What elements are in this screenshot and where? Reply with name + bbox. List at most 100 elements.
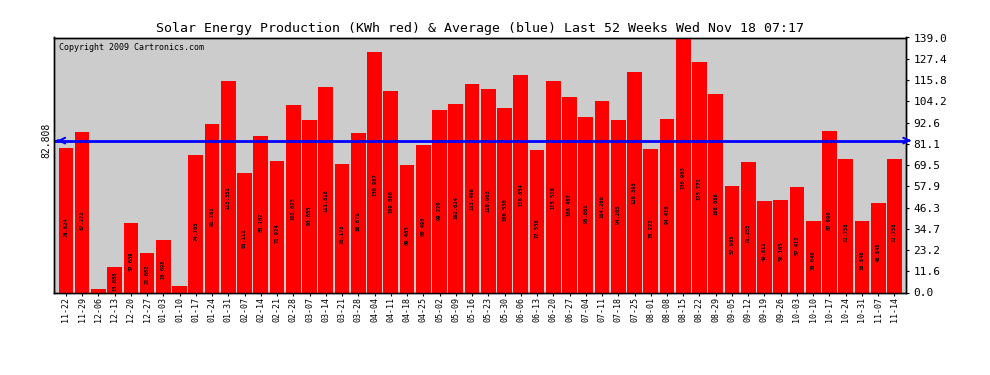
Text: 72.758: 72.758 [892,223,897,242]
Bar [367,52,382,292]
Bar [221,81,236,292]
Bar [562,97,577,292]
Text: 86.671: 86.671 [355,211,360,231]
Bar [595,101,609,292]
Text: 38.846: 38.846 [811,251,816,270]
Bar [107,267,122,292]
Bar [578,117,593,292]
Bar [448,104,463,292]
Bar [530,150,544,292]
Bar [497,108,512,292]
Bar [790,187,804,292]
Bar [741,162,755,292]
Text: 71.924: 71.924 [274,224,279,243]
Text: 48.845: 48.845 [876,242,881,262]
Text: 49.811: 49.811 [762,242,767,261]
Bar [871,203,885,292]
Text: 38.846: 38.846 [859,251,864,270]
Bar [269,160,284,292]
Bar [887,159,902,292]
Text: 109.860: 109.860 [388,190,393,213]
Text: 94.205: 94.205 [616,205,621,225]
Text: 104.260: 104.260 [600,195,605,218]
Bar [806,221,821,292]
Text: 111.818: 111.818 [324,189,329,211]
Text: 93.885: 93.885 [307,205,312,225]
Bar [58,148,73,292]
Bar [692,62,707,292]
Bar [286,105,301,292]
Bar [383,91,398,292]
Text: 91.761: 91.761 [210,207,215,226]
Title: Solar Energy Production (KWh red) & Average (blue) Last 52 Weeks Wed Nov 18 07:1: Solar Energy Production (KWh red) & Aver… [156,22,804,35]
Text: 99.220: 99.220 [437,201,442,220]
Text: 125.771: 125.771 [697,177,702,200]
Text: 77.538: 77.538 [535,219,540,238]
Text: Copyright 2009 Cartronics.com: Copyright 2009 Cartronics.com [58,43,204,52]
Text: 13.888: 13.888 [112,271,117,291]
Bar [140,253,154,292]
Bar [91,290,106,292]
Bar [205,124,220,292]
Text: 120.395: 120.395 [632,182,637,204]
Text: 95.861: 95.861 [583,204,588,223]
Text: 71.255: 71.255 [745,224,750,243]
Bar [659,119,674,292]
Bar [545,81,560,292]
Text: 115.351: 115.351 [226,186,231,209]
Bar [709,94,723,292]
Bar [319,87,333,292]
Bar [725,186,740,292]
Text: 57.985: 57.985 [730,235,735,254]
Text: 130.987: 130.987 [372,173,377,196]
Bar [253,136,268,292]
Bar [433,111,446,292]
Text: 118.654: 118.654 [519,183,524,206]
Bar [188,156,203,292]
Text: 37.639: 37.639 [129,252,134,271]
Text: 138.963: 138.963 [681,166,686,189]
Bar [302,120,317,292]
Text: 115.516: 115.516 [550,186,555,209]
Bar [75,132,89,292]
Bar [644,149,658,292]
Text: 74.705: 74.705 [193,221,198,241]
Bar [464,84,479,292]
Bar [676,38,691,292]
Text: 57.412: 57.412 [795,236,800,255]
Text: 28.698: 28.698 [160,259,165,279]
Text: 65.111: 65.111 [242,229,248,249]
Bar [854,221,869,292]
Text: 21.682: 21.682 [145,265,149,284]
Bar [351,134,365,292]
Text: 69.463: 69.463 [405,225,410,245]
Text: 87.990: 87.990 [827,210,832,230]
Bar [238,173,251,292]
Bar [124,224,139,292]
Bar [628,72,642,292]
Text: 100.530: 100.530 [502,198,507,221]
Bar [172,286,187,292]
Text: 102.023: 102.023 [291,197,296,220]
Text: 108.086: 108.086 [713,192,719,214]
Text: 78.222: 78.222 [648,218,653,238]
Bar [416,145,431,292]
Text: 70.178: 70.178 [340,225,345,245]
Bar [822,131,837,292]
Text: 80.490: 80.490 [421,216,426,236]
Bar [773,201,788,292]
Text: 50.165: 50.165 [778,242,783,261]
Bar [156,240,170,292]
Bar [611,120,626,292]
Text: 113.496: 113.496 [469,188,474,210]
Text: 85.182: 85.182 [258,212,263,232]
Bar [335,164,349,292]
Text: 110.903: 110.903 [486,190,491,212]
Bar [400,165,415,292]
Text: 102.624: 102.624 [453,196,458,219]
Bar [514,75,528,292]
Bar [481,89,496,292]
Bar [839,159,853,292]
Text: 72.758: 72.758 [843,223,848,242]
Text: 106.407: 106.407 [567,193,572,216]
